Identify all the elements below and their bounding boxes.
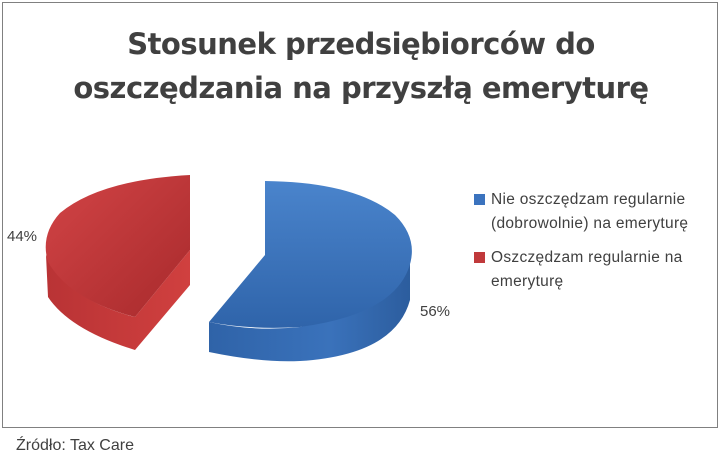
legend-label: Nie oszczędzam regularnie (dobrowolnie) … <box>491 191 689 232</box>
chart-title: Stosunek przedsiębiorców do oszczędzania… <box>0 22 722 110</box>
legend-item-blue: Nie oszczędzam regularnie (dobrowolnie) … <box>474 188 719 236</box>
pie-slice-red <box>45 175 190 350</box>
data-label-blue: 56% <box>420 303 451 320</box>
chart-title-line-1: Stosunek przedsiębiorców do <box>127 27 595 61</box>
pie-slice-blue <box>209 181 412 362</box>
legend-swatch-red <box>474 252 485 263</box>
legend: Nie oszczędzam regularnie (dobrowolnie) … <box>474 188 719 304</box>
data-label-red: 44% <box>7 228 38 245</box>
legend-label: Oszczędzam regularnie na emeryturę <box>491 249 683 290</box>
source-note: Źródło: Tax Care <box>16 437 134 454</box>
chart-title-line-2: oszczędzania na przyszłą emeryturę <box>73 71 649 105</box>
legend-item-red: Oszczędzam regularnie na emeryturę <box>474 246 719 294</box>
legend-swatch-blue <box>474 194 485 205</box>
